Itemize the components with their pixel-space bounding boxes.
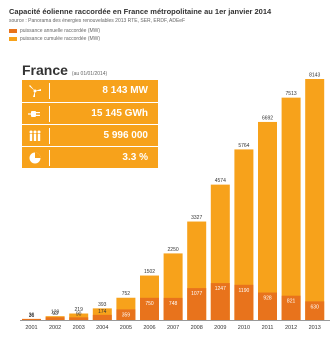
legend-label-cumulative: puissance cumulée raccordée (MW) [20,36,101,42]
x-tick-label-2005: 2005 [120,325,132,331]
bar-annual-2009 [210,283,230,320]
data-label-annual-2007: 748 [169,301,178,307]
bar-cumulative-2010 [234,149,254,320]
data-label-cumulative-2011: 6692 [262,115,273,121]
bar-annual-2011 [258,292,277,320]
data-label-cumulative-2010: 5764 [238,143,249,149]
legend-swatch-cumulative [9,37,17,41]
chart-title: Capacité éolienne raccordée en France mé… [9,7,272,16]
kpi-row-production: 15 145 GWh [22,102,158,125]
data-label-annual-2010: 1190 [239,288,250,294]
kpi-share-value: 3.3 % [122,152,148,163]
data-label-annual-2005: 359 [122,312,131,318]
bar-annual-2013 [305,301,325,320]
x-tick-label-2010: 2010 [238,325,250,331]
x-tick-label-2011: 2011 [262,325,274,331]
bar-annual-2002 [45,317,65,320]
bar-annual-2001 [22,318,41,320]
data-label-annual-2011: 928 [263,296,272,302]
people-icon [28,129,42,143]
data-label-annual-2001: 36 [29,313,35,319]
kpi-row-capacity: 8 143 MW [22,80,158,102]
bar-annual-2005 [116,309,136,320]
kpi-divider [49,83,50,99]
data-label-cumulative-2008: 3327 [191,215,202,221]
data-label-annual-2013: 630 [311,304,320,310]
bar-annual-2010 [234,284,254,320]
legend-item-annual: puissance annuelle raccordée (MW) [9,27,100,35]
data-label-cumulative-2012: 7513 [286,91,297,97]
kpi-divider [49,106,50,122]
country-heading: France (au 01/01/2014) [22,62,107,80]
data-label-cumulative-2009: 4574 [215,178,226,184]
data-label-cumulative-2013: 8143 [309,73,320,79]
bar-cumulative-2003 [69,313,89,320]
data-label-cumulative-2007: 2250 [168,247,179,253]
x-tick-label-2012: 2012 [285,325,297,331]
data-label-annual-2009: 1247 [215,286,226,292]
data-label-cumulative-2005: 752 [122,291,131,297]
kpi-divider [49,128,50,144]
bar-cumulative-2011 [258,121,277,320]
x-tick-label-2007: 2007 [167,325,179,331]
bar-annual-2008 [187,288,207,320]
data-label-annual-2012: 821 [287,299,296,305]
pie-icon [28,151,42,165]
x-tick-label-2006: 2006 [143,325,155,331]
legend-label-annual: puissance annuelle raccordée (MW) [20,28,101,34]
data-label-annual-2002: 93 [52,311,58,317]
kpi-capacity-value: 8 143 MW [102,85,148,96]
x-tick-label-2008: 2008 [191,325,203,331]
data-label-annual-2003: 90 [76,311,82,317]
kpi-production-value: 15 145 GWh [91,108,148,119]
bar-cumulative-2013 [305,79,325,320]
bar-annual-2012 [281,295,301,320]
data-label-cumulative-2004: 393 [98,302,107,308]
bar-cumulative-2004 [92,308,112,320]
legend: puissance annuelle raccordée (MW) puissa… [9,27,100,43]
kpi-divider [49,150,50,166]
plug-icon [28,107,42,121]
data-label-cumulative-2003: 219 [75,307,84,313]
data-label-annual-2008: 1077 [191,291,202,297]
legend-swatch-annual [9,29,17,33]
data-label-cumulative-2006: 1502 [144,269,155,275]
kpi-panel: 8 143 MW 15 145 GWh 5 996 000 3.3 % [22,80,158,168]
wind-turbine-icon [28,84,42,98]
x-tick-label-2013: 2013 [309,325,321,331]
data-label-cumulative-2001: 36 [29,312,35,318]
country-name: France [22,62,68,78]
x-tick-label-2002: 2002 [49,325,61,331]
data-label-cumulative-2002: 129 [51,310,60,316]
bar-annual-2003 [69,317,89,320]
x-tick-label-2009: 2009 [214,325,226,331]
x-tick-label-2004: 2004 [96,325,108,331]
bar-annual-2004 [92,314,112,320]
source-note: source : Panorama des énergies renouvela… [9,18,186,24]
kpi-row-households: 5 996 000 [22,124,158,147]
x-tick-label-2001: 2001 [25,325,37,331]
bar-cumulative-2012 [281,97,301,320]
data-label-annual-2006: 750 [145,301,154,307]
kpi-households-value: 5 996 000 [103,130,149,141]
bar-annual-2007 [163,297,183,320]
bar-annual-2006 [140,297,159,320]
country-date: (au 01/01/2014) [71,71,108,77]
legend-item-cumulative: puissance cumulée raccordée (MW) [9,35,100,43]
x-tick-label-2003: 2003 [73,325,85,331]
kpi-row-share: 3.3 % [22,146,158,169]
data-label-annual-2004: 174 [98,309,107,315]
